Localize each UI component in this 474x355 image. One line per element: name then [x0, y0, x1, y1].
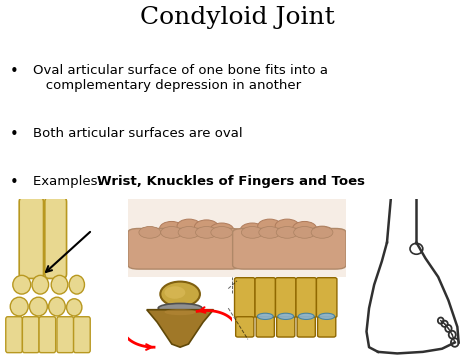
Ellipse shape	[310, 226, 334, 240]
Ellipse shape	[164, 286, 185, 299]
Polygon shape	[147, 310, 213, 347]
Ellipse shape	[211, 226, 233, 238]
Ellipse shape	[51, 275, 68, 294]
FancyBboxPatch shape	[275, 278, 296, 317]
FancyBboxPatch shape	[6, 317, 22, 353]
Ellipse shape	[49, 297, 65, 316]
Ellipse shape	[259, 226, 281, 238]
Ellipse shape	[257, 313, 273, 320]
Ellipse shape	[178, 226, 200, 238]
Ellipse shape	[194, 220, 219, 234]
FancyBboxPatch shape	[57, 317, 73, 353]
Ellipse shape	[66, 299, 82, 316]
Ellipse shape	[275, 219, 299, 233]
FancyBboxPatch shape	[73, 317, 90, 353]
Ellipse shape	[160, 282, 200, 307]
Ellipse shape	[138, 227, 162, 241]
Ellipse shape	[164, 309, 196, 315]
Ellipse shape	[160, 222, 183, 235]
Ellipse shape	[177, 219, 201, 233]
Ellipse shape	[139, 226, 161, 238]
FancyBboxPatch shape	[128, 229, 241, 269]
Text: Examples:: Examples:	[33, 175, 110, 188]
Ellipse shape	[158, 304, 202, 313]
Ellipse shape	[161, 226, 182, 238]
Text: Wrist, Knuckles of Fingers and Toes: Wrist, Knuckles of Fingers and Toes	[97, 175, 365, 188]
FancyBboxPatch shape	[318, 317, 336, 337]
FancyBboxPatch shape	[236, 317, 254, 337]
Ellipse shape	[13, 275, 31, 294]
FancyBboxPatch shape	[296, 278, 317, 317]
Ellipse shape	[29, 297, 47, 316]
Text: •: •	[9, 64, 18, 78]
Ellipse shape	[241, 226, 263, 238]
FancyBboxPatch shape	[233, 229, 346, 269]
FancyBboxPatch shape	[277, 317, 295, 337]
FancyBboxPatch shape	[22, 317, 39, 353]
Ellipse shape	[240, 223, 264, 237]
Ellipse shape	[210, 223, 234, 237]
FancyBboxPatch shape	[317, 278, 337, 317]
Text: Both articular surfaces are oval: Both articular surfaces are oval	[33, 127, 243, 140]
FancyBboxPatch shape	[19, 197, 44, 278]
Ellipse shape	[196, 226, 218, 238]
Ellipse shape	[294, 226, 316, 238]
Ellipse shape	[32, 275, 49, 294]
FancyBboxPatch shape	[255, 278, 275, 317]
FancyBboxPatch shape	[45, 197, 66, 278]
FancyBboxPatch shape	[256, 317, 274, 337]
Text: Condyloid Joint: Condyloid Joint	[140, 6, 334, 29]
Ellipse shape	[298, 313, 314, 320]
Ellipse shape	[258, 219, 282, 233]
Ellipse shape	[292, 222, 317, 235]
Ellipse shape	[311, 226, 333, 238]
Ellipse shape	[278, 313, 294, 320]
Ellipse shape	[276, 226, 298, 238]
Ellipse shape	[10, 297, 28, 316]
Ellipse shape	[319, 313, 335, 320]
FancyBboxPatch shape	[39, 317, 55, 353]
Text: •: •	[9, 175, 18, 190]
Text: •: •	[9, 127, 18, 142]
Ellipse shape	[69, 275, 84, 294]
Text: Oval articular surface of one bone fits into a
   complementary depression in an: Oval articular surface of one bone fits …	[33, 64, 328, 92]
FancyBboxPatch shape	[235, 278, 255, 317]
FancyBboxPatch shape	[297, 317, 315, 337]
